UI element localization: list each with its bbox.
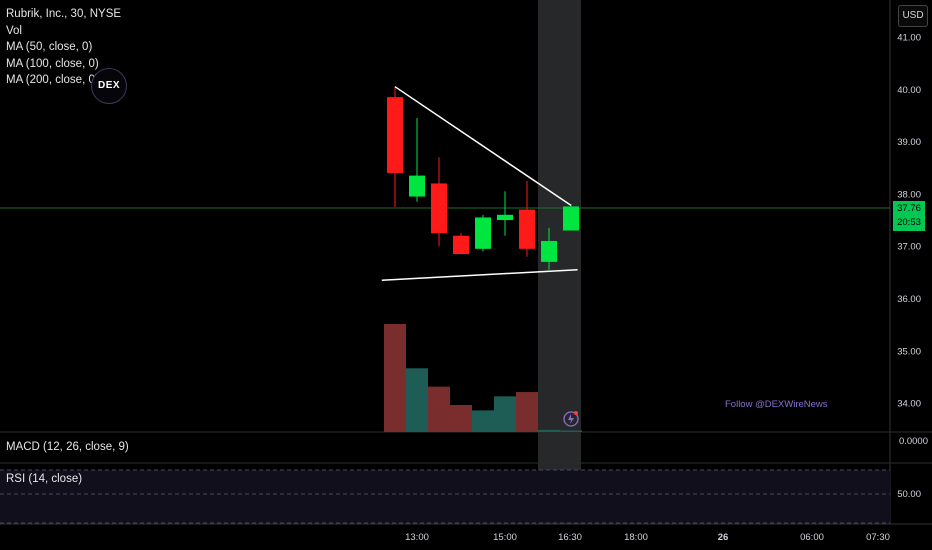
candle-body (497, 214, 513, 221)
candle-body (519, 209, 535, 249)
price-tick-label: 37.00 (897, 242, 921, 253)
price-tick-label: 38.00 (897, 189, 921, 200)
symbol-title[interactable]: Rubrik, Inc., 30, NYSE (6, 8, 122, 20)
price-tick-label: 34.00 (897, 399, 921, 410)
candle-body (475, 217, 491, 249)
candle-body (541, 240, 557, 262)
candle-body (387, 97, 403, 173)
trendline[interactable] (394, 86, 572, 207)
volume-bar (516, 392, 538, 432)
time-tick-label: 26 (718, 532, 729, 543)
volume-bar (406, 368, 428, 432)
time-tick-label: 16:30 (558, 532, 582, 543)
ma200-indicator-label[interactable]: MA (200, close, 0) (6, 74, 99, 86)
current-price-tag: 37.76 20:53 (893, 201, 925, 231)
volume-bar (384, 324, 406, 432)
time-tick-label: 06:00 (800, 532, 824, 543)
candle-body (409, 175, 425, 197)
volume-bar (450, 405, 472, 432)
current-price-value: 37.76 (897, 203, 921, 214)
candle-body (431, 183, 447, 234)
candle-body (453, 235, 469, 255)
macd-label[interactable]: MACD (12, 26, close, 9) (6, 441, 129, 453)
rsi-axis-value: 50.00 (897, 489, 921, 500)
candle-body (563, 206, 579, 231)
macd-axis-value: 0.0000 (899, 436, 928, 447)
ma100-indicator-label[interactable]: MA (100, close, 0) (6, 57, 99, 70)
time-tick-label: 07:30 (866, 532, 890, 543)
vol-indicator-label[interactable]: Vol (6, 24, 22, 37)
time-tick-label: 15:00 (493, 532, 517, 543)
trendline[interactable] (381, 268, 578, 281)
volume-bar (538, 429, 560, 432)
watermark-text: Follow @DEXWireNews (725, 399, 828, 410)
volume-bar (428, 386, 450, 432)
alert-icon[interactable] (563, 411, 579, 427)
price-tick-label: 40.00 (897, 85, 921, 96)
time-tick-label: 18:00 (624, 532, 648, 543)
ma50-indicator-label[interactable]: MA (50, close, 0) (6, 41, 93, 53)
currency-button[interactable]: USD (898, 5, 928, 27)
price-tick-label: 41.00 (897, 33, 921, 44)
rsi-label[interactable]: RSI (14, close) (6, 473, 83, 485)
session-highlight (538, 0, 581, 524)
time-tick-label: 13:00 (405, 532, 429, 543)
price-tick-label: 36.00 (897, 294, 921, 305)
volume-bar (494, 396, 516, 432)
rsi-band (0, 470, 890, 523)
price-tick-label: 39.00 (897, 137, 921, 148)
volume-bar (472, 410, 494, 432)
price-tick-label: 35.00 (897, 346, 921, 357)
chart-legend: Rubrik, Inc., 30, NYSE Vol MA (50, close… (6, 6, 121, 89)
countdown-value: 20:53 (897, 217, 921, 228)
dex-logo: DEX (91, 68, 127, 104)
volume-bar (560, 430, 582, 432)
